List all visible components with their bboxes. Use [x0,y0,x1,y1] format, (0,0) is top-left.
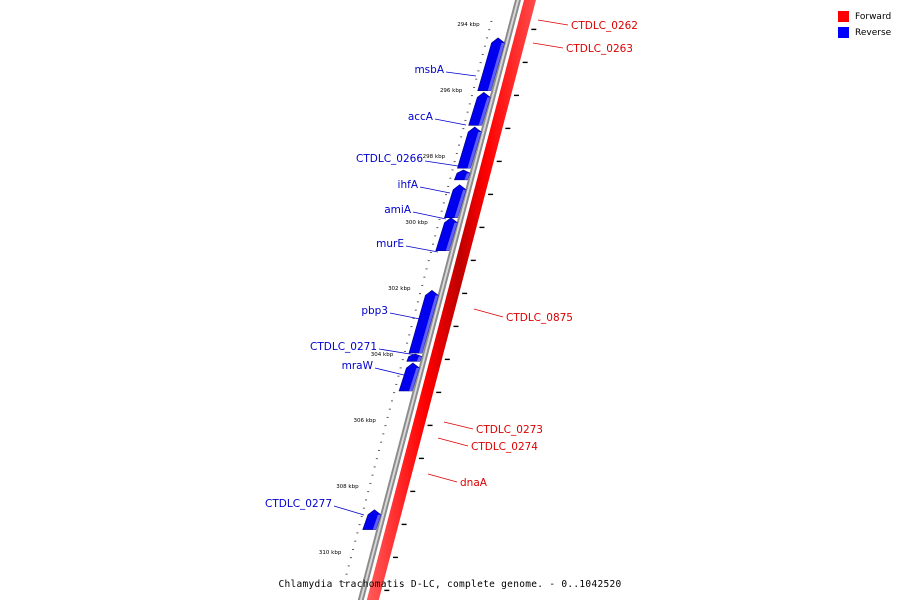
leader-acca [434,118,467,126]
gene-label-ctdlc_0274: CTDLC_0274 [471,441,538,453]
kbp-tick-label: 300 kbp [405,220,428,226]
gene-label-ctdlc_0271: CTDLC_0271 [310,341,377,353]
leader-mure [405,245,439,253]
reverse-gene-msba [477,37,505,91]
leader-ihfa [419,186,451,194]
leader-ctdlc_0277 [333,505,365,516]
kbp-tick-label: 306 kbp [353,418,376,424]
gene-labels: msbA accA CTDLC_0266 ihfA amiA murE pbp3 CTDLC_… [265,19,638,516]
kbp-tick-label: 308 kbp [336,484,359,490]
forward-swatch [838,11,849,22]
leader-dnaa [427,473,458,483]
gene-label-dnaa: dnaA [460,477,488,489]
gene-label-ctdlc_0273: CTDLC_0273 [476,424,543,436]
reverse-genes [362,37,505,530]
gene-label-ctdlc_0266: CTDLC_0266 [356,153,423,165]
kbp-axis: 294 kbp 296 kbp 298 kbp 300 kbp 302 kbp 304 k… [319,20,537,592]
gene-label-msba: msbA [414,64,444,76]
legend-item-reverse: Reverse [838,25,898,40]
kbp-tick-label: 298 kbp [423,154,446,160]
gene-label-amia: amiA [384,204,412,216]
gene-label-ctdlc_0875: CTDLC_0875 [506,312,573,324]
kbp-tick-label: 296 kbp [440,88,463,94]
reverse-gene-ctdlc_0277 [362,509,382,530]
forward-strand-band [366,0,536,600]
legend-label-forward: Forward [855,11,892,22]
reverse-gene-mraw [398,362,420,392]
leader-ctdlc_0271 [378,348,417,356]
leader-ctdlc_0263 [532,42,564,49]
genome-backbone [357,0,536,600]
legend: Forward Reverse [838,9,898,41]
reverse-gene-amia [444,184,467,219]
gene-label-pbp3: pbp3 [361,305,388,317]
reverse-strand-highlight [359,0,519,600]
legend-item-forward: Forward [838,9,898,24]
reverse-gene-ihfa [453,169,471,181]
kbp-tick-label: 310 kbp [319,550,342,556]
reverse-swatch [838,27,849,38]
leader-ctdlc_0274 [437,437,469,447]
leader-ctdlc_0875 [473,308,504,318]
kbp-tick-label: 304 kbp [371,352,394,358]
reverse-gene-ctdlc_0266 [457,126,482,169]
gene-label-ctdlc_0277: CTDLC_0277 [265,498,332,510]
reverse-gene-pbp3 [408,289,439,354]
reverse-gene-acca [468,91,491,126]
leader-ctdlc_0273 [443,421,474,430]
gene-label-ctdlc_0262: CTDLC_0262 [571,20,638,32]
gene-label-ihfa: ihfA [398,179,419,191]
leader-ctdlc_0266 [424,160,459,167]
gene-label-mraw: mraW [342,360,374,372]
kbp-tick-label: 302 kbp [388,286,411,292]
gene-label-mure: murE [376,238,404,250]
reverse-gene-ctdlc_0271 [406,353,423,362]
genome-caption: Chlamydia trachomatis D-LC, complete gen… [278,579,622,590]
leader-pbp3 [389,312,421,320]
leader-mraw [374,367,405,376]
leader-amia [412,211,447,220]
leader-msba [445,71,477,77]
kbp-tick-label: 294 kbp [457,22,480,28]
reverse-gene-mure [435,217,458,252]
gene-label-acca: accA [408,111,434,123]
legend-label-reverse: Reverse [855,27,892,38]
leader-ctdlc_0262 [537,19,569,26]
gene-label-ctdlc_0263: CTDLC_0263 [566,43,633,55]
